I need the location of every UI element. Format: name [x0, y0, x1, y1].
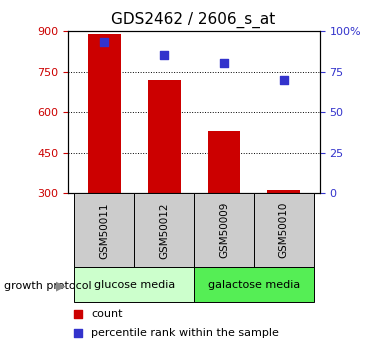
Bar: [194, 193, 254, 267]
Text: GSM50010: GSM50010: [279, 202, 289, 258]
Bar: [147, 80, 181, 193]
Point: [161, 52, 167, 58]
Text: count: count: [91, 309, 122, 319]
Text: glucose media: glucose media: [94, 280, 175, 289]
Text: growth protocol: growth protocol: [4, 281, 92, 290]
Bar: [207, 131, 241, 193]
Text: GDS2462 / 2606_s_at: GDS2462 / 2606_s_at: [111, 12, 275, 28]
Point: [75, 331, 82, 336]
Text: GSM50012: GSM50012: [159, 202, 169, 258]
Bar: [254, 193, 314, 267]
Text: GSM50009: GSM50009: [219, 202, 229, 258]
Bar: [88, 34, 121, 193]
Bar: [194, 267, 314, 302]
Text: ▶: ▶: [56, 279, 65, 292]
Bar: [134, 193, 194, 267]
Point: [281, 77, 287, 82]
Bar: [268, 190, 300, 193]
Point: [101, 40, 107, 45]
Bar: [74, 267, 194, 302]
Text: galactose media: galactose media: [208, 280, 300, 289]
Text: percentile rank within the sample: percentile rank within the sample: [91, 328, 279, 338]
Text: GSM50011: GSM50011: [99, 202, 109, 258]
Point: [75, 312, 82, 317]
Point: [221, 61, 227, 66]
Bar: [74, 193, 134, 267]
